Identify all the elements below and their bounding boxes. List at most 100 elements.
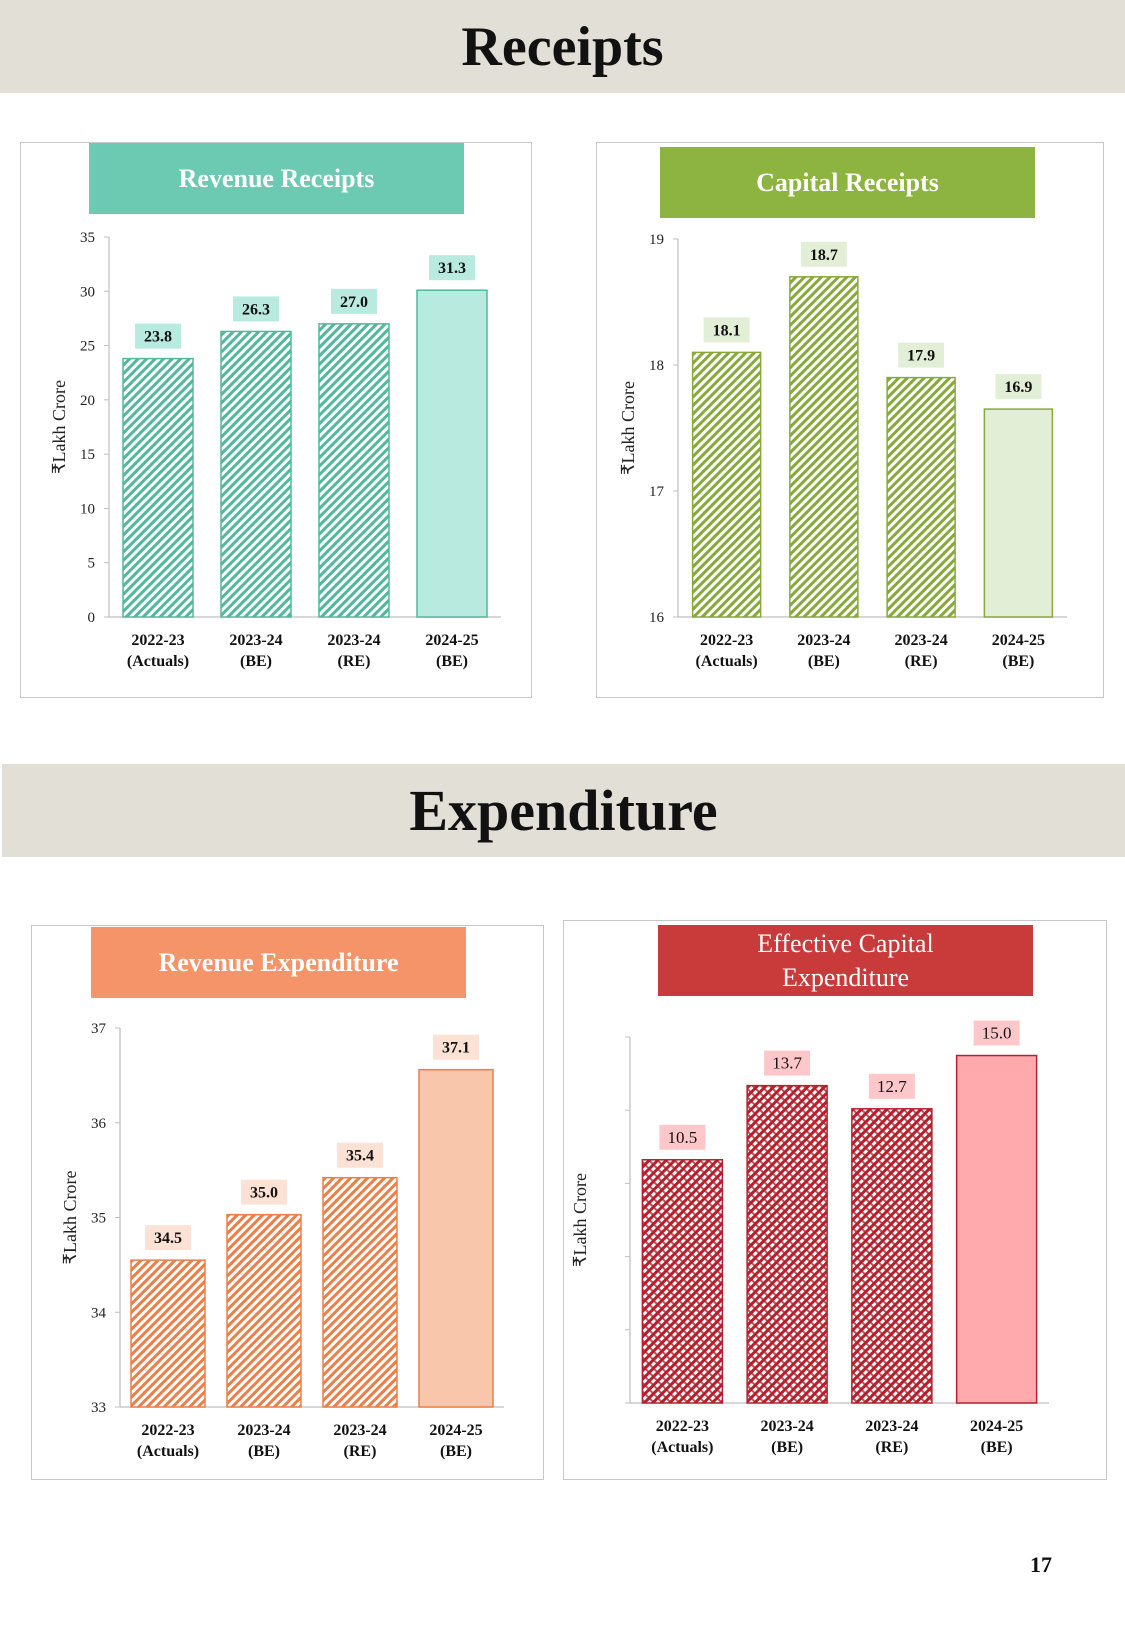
y-tick-label: 30: [80, 284, 95, 300]
data-label-bg-1: [800, 241, 847, 267]
y-axis-label: ₹Lakh Crore: [618, 381, 638, 475]
data-label-2: 12.7: [877, 1077, 907, 1096]
y-tick-label: 17: [649, 484, 665, 500]
category-label-1-0: 2023-24: [797, 632, 850, 649]
bar-0: [130, 1259, 206, 1408]
category-label-1-1: (BE): [240, 653, 272, 670]
revenue-receipts-title: Revenue Receipts: [89, 143, 464, 214]
category-label-0-1: (Actuals): [696, 653, 758, 670]
data-label-bg-0: [145, 1225, 191, 1251]
data-label-bg-2: [868, 1073, 915, 1099]
category-label-2-0: 2023-24: [333, 1422, 386, 1439]
category-label-0-1: (Actuals): [137, 1443, 199, 1460]
data-label-bg-1: [764, 1050, 811, 1076]
revenue-receipts-chart: 0 5 10 15 20 25 30 35 ₹Lakh Crore 23.8 2022-23 (Act…: [49, 230, 501, 670]
category-label-3-0: 2024-25: [992, 632, 1045, 649]
category-label-2-0: 2023-24: [327, 632, 380, 649]
category-label-1-0: 2023-24: [760, 1418, 813, 1435]
data-label-bg-0: [659, 1124, 706, 1150]
category-label-0-0: 2022-23: [131, 632, 184, 649]
category-label-3-0: 2024-25: [429, 1422, 482, 1439]
effective-capital-expenditure-panel: Effective Capital Expenditure ₹Lakh Cror…: [563, 920, 1107, 1480]
y-tick-label: 0: [88, 610, 96, 626]
category-label-2-1: (RE): [344, 1443, 377, 1460]
y-tick-label: 15: [80, 447, 95, 463]
y-tick-label: 36: [91, 1116, 107, 1132]
y-axis-label: ₹Lakh Crore: [60, 1171, 80, 1265]
category-label-0-1: (Actuals): [127, 653, 189, 670]
category-label-1-1: (BE): [771, 1439, 803, 1456]
category-label-3-0: 2024-25: [425, 632, 478, 649]
receipts-banner: Receipts: [0, 0, 1125, 93]
bar-1: [226, 1213, 302, 1408]
category-label-0-1: (Actuals): [651, 1439, 713, 1456]
y-tick-label: 20: [80, 393, 95, 409]
category-label-2-1: (RE): [338, 653, 371, 670]
category-label-3-1: (BE): [440, 1443, 472, 1460]
y-tick-label: 35: [80, 230, 95, 246]
data-label-1: 35.0: [250, 1185, 278, 1202]
data-label-bg-0: [703, 317, 750, 343]
category-label-1-0: 2023-24: [237, 1422, 290, 1439]
data-label-0: 23.8: [144, 329, 172, 346]
y-tick-label: 10: [80, 501, 95, 517]
data-label-bg-1: [241, 1179, 287, 1205]
revenue-expenditure-chart: 33 34 35 36 37 ₹Lakh Crore 34.5 2022-23 (Actuals…: [60, 1021, 504, 1460]
y-axis-label: ₹Lakh Crore: [49, 380, 69, 474]
data-label-2: 27.0: [340, 294, 368, 311]
bar-0: [122, 357, 194, 618]
category-label-1-1: (BE): [248, 1443, 280, 1460]
bar-2: [322, 1176, 398, 1408]
category-label-2-1: (RE): [905, 653, 938, 670]
bar-1: [789, 276, 859, 618]
bar-2: [886, 376, 956, 618]
data-label-0: 18.1: [713, 322, 741, 339]
y-tick-label: 5: [88, 556, 96, 572]
category-label-1-0: 2023-24: [229, 632, 282, 649]
bar-3: [416, 289, 488, 618]
y-tick-label: 18: [649, 358, 664, 374]
y-tick-label: 37: [91, 1021, 107, 1037]
category-label-0-0: 2022-23: [656, 1418, 709, 1435]
data-label-3: 37.1: [442, 1040, 470, 1057]
data-label-bg-3: [995, 374, 1042, 400]
data-label-0: 34.5: [154, 1230, 182, 1247]
expenditure-heading: Expenditure: [409, 778, 718, 843]
effective-capital-expenditure-title-line-2: Expenditure: [781, 962, 910, 992]
data-label-1: 18.7: [810, 247, 838, 264]
data-label-bg-2: [898, 342, 945, 368]
data-label-3: 16.9: [1004, 379, 1032, 396]
effective-capital-expenditure-title: Effective Capital Expenditure: [658, 925, 1033, 996]
revenue-receipts-panel: Revenue Receipts 0 5 10 15 20 25 30 35 ₹Lakh Cro…: [20, 142, 532, 698]
category-label-1-1: (BE): [808, 653, 840, 670]
category-label-0-0: 2022-23: [700, 632, 753, 649]
bar-1: [220, 330, 292, 618]
bar-2: [851, 1108, 933, 1404]
category-label-3-0: 2024-25: [970, 1418, 1023, 1435]
data-label-bg-3: [433, 1034, 479, 1060]
y-tick-label: 16: [649, 610, 665, 626]
data-label-bg-0: [135, 323, 181, 349]
data-label-0: 10.5: [668, 1128, 698, 1147]
category-label-2-0: 2023-24: [865, 1418, 918, 1435]
category-label-3-1: (BE): [436, 653, 468, 670]
data-label-bg-2: [337, 1142, 383, 1168]
data-label-bg-3: [973, 1020, 1020, 1046]
capital-receipts-title: Capital Receipts: [660, 147, 1035, 218]
data-label-2: 35.4: [346, 1148, 374, 1165]
revenue-expenditure-title: Revenue Expenditure: [91, 927, 466, 998]
revenue-expenditure-panel: Revenue Expenditure 33 34 35 36 37 ₹Lakh Cror…: [31, 925, 544, 1480]
bar-0: [691, 351, 762, 618]
effective-capital-expenditure-chart: ₹Lakh Crore 10.5 2022-23 (Actuals) 13.7 2023-…: [570, 1020, 1049, 1456]
bar-3: [983, 408, 1054, 618]
data-label-3: 15.0: [982, 1024, 1012, 1043]
bar-3: [955, 1054, 1038, 1404]
category-label-2-1: (RE): [875, 1439, 908, 1456]
data-label-bg-2: [331, 288, 377, 314]
page-number: 17: [1030, 1552, 1052, 1577]
data-label-2: 17.9: [907, 348, 935, 365]
bar-1: [746, 1084, 828, 1404]
data-label-1: 13.7: [772, 1054, 802, 1073]
expenditure-banner: Expenditure: [2, 764, 1125, 857]
receipts-heading: Receipts: [461, 15, 664, 78]
